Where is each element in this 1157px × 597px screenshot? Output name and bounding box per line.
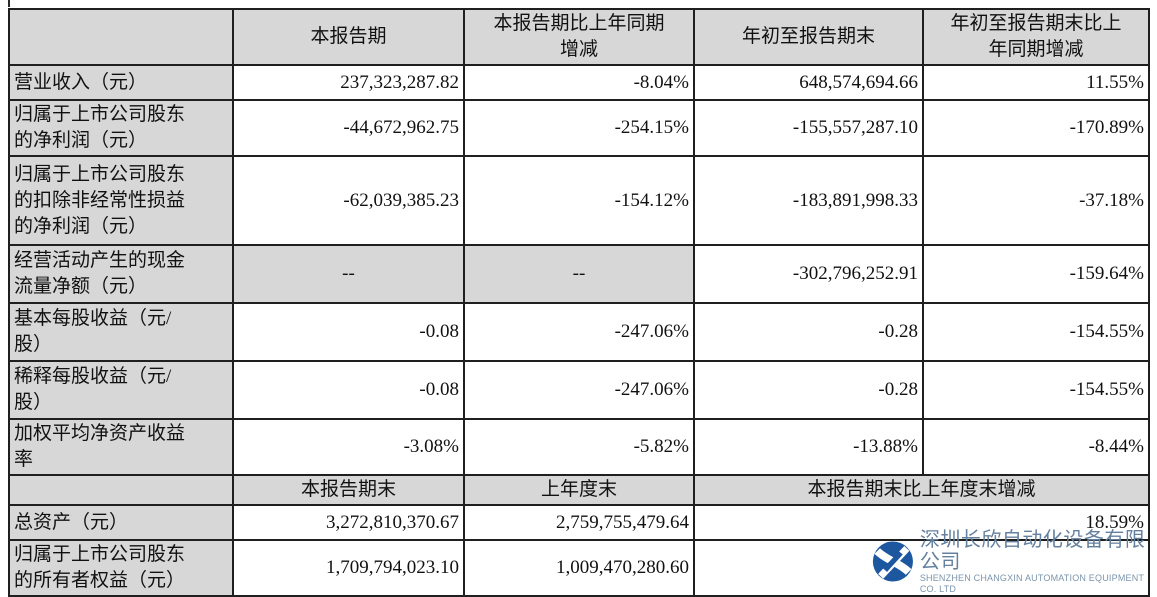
- net-profit-excl-current-yoy: -154.12%: [463, 155, 695, 246]
- table-row-diluted-eps: 稀释每股收益（元/ 股） -0.08 -247.06% -0.28 -154.5…: [8, 360, 1150, 420]
- basic-eps-ytd: -0.28: [693, 302, 924, 362]
- header-current-period-yoy: 本报告期比上年同期 增减: [463, 8, 695, 66]
- header-current-period: 本报告期: [232, 8, 465, 66]
- company-logo-icon: [872, 541, 913, 582]
- diluted-eps-current-yoy: -247.06%: [463, 360, 695, 420]
- row-label-revenue: 营业收入（元）: [8, 64, 234, 101]
- table-subheader-row: 本报告期末 上年度末 本报告期末比上年度末增减: [8, 474, 1150, 506]
- table-row-weighted-avg-roe: 加权平均净资产收益 率 -3.08% -5.82% -13.88% -8.44%: [8, 418, 1150, 476]
- owners-equity-change: [693, 539, 1150, 597]
- row-label-owners-equity: 归属于上市公司股东 的所有者权益（元）: [8, 539, 234, 597]
- row-label-basic-eps: 基本每股收益（元/ 股）: [8, 302, 234, 362]
- net-profit-ytd-yoy: -170.89%: [922, 99, 1150, 157]
- net-profit-ytd: -155,557,287.10: [693, 99, 924, 157]
- row-label-cash-flow: 经营活动产生的现金 流量净额（元）: [8, 244, 234, 304]
- header-ytd-yoy: 年初至报告期末比上 年同期增减: [922, 8, 1150, 66]
- company-watermark-text: 深圳长欣自动化设备有限公司 SHENZHEN CHANGXIN AUTOMATI…: [920, 529, 1157, 595]
- revenue-current: 237,323,287.82: [232, 64, 465, 101]
- table-row-operating-cash-flow: 经营活动产生的现金 流量净额（元） -- -- -302,796,252.91 …: [8, 244, 1150, 304]
- net-profit-current: -44,672,962.75: [232, 99, 465, 157]
- table-row-owners-equity: 归属于上市公司股东 的所有者权益（元） 1,709,794,023.10 1,0…: [8, 539, 1150, 597]
- company-watermark: 深圳长欣自动化设备有限公司 SHENZHEN CHANGXIN AUTOMATI…: [872, 529, 1157, 594]
- company-name-en: SHENZHEN CHANGXIN AUTOMATION EQUIPMENT C…: [919, 572, 1144, 594]
- net-profit-current-yoy: -254.15%: [463, 99, 695, 157]
- net-profit-excl-current: -62,039,385.23: [232, 155, 465, 246]
- roe-ytd-yoy: -8.44%: [922, 418, 1150, 476]
- cash-flow-ytd: -302,796,252.91: [693, 244, 924, 304]
- table-row-net-profit-excl-nonrecurring: 归属于上市公司股东 的扣除非经常性损益 的净利润（元） -62,039,385.…: [8, 155, 1150, 246]
- row-label-total-assets: 总资产（元）: [8, 504, 234, 541]
- total-assets-prev-year-end: 2,759,755,479.64: [463, 504, 695, 541]
- subheader-empty-cell: [8, 474, 234, 506]
- roe-current: -3.08%: [232, 418, 465, 476]
- diluted-eps-ytd: -0.28: [693, 360, 924, 420]
- company-name-cn: 深圳长欣自动化设备有限公司: [919, 528, 1146, 573]
- table-row-basic-eps: 基本每股收益（元/ 股） -0.08 -247.06% -0.28 -154.5…: [8, 302, 1150, 362]
- row-label-roe: 加权平均净资产收益 率: [8, 418, 234, 476]
- total-assets-period-end: 3,272,810,370.67: [232, 504, 465, 541]
- subheader-prev-year-end: 上年度末: [463, 474, 695, 506]
- roe-current-yoy: -5.82%: [463, 418, 695, 476]
- subheader-period-end-change: 本报告期末比上年度末增减: [693, 474, 1150, 506]
- revenue-current-yoy: -8.04%: [463, 64, 695, 101]
- table-row-revenue: 营业收入（元） 237,323,287.82 -8.04% 648,574,69…: [8, 64, 1150, 101]
- row-label-diluted-eps: 稀释每股收益（元/ 股）: [8, 360, 234, 420]
- cash-flow-ytd-yoy: -159.64%: [922, 244, 1150, 304]
- diluted-eps-current: -0.08: [232, 360, 465, 420]
- roe-ytd: -13.88%: [693, 418, 924, 476]
- basic-eps-current-yoy: -247.06%: [463, 302, 695, 362]
- cash-flow-current-yoy: --: [463, 244, 695, 304]
- subheader-period-end: 本报告期末: [232, 474, 465, 506]
- basic-eps-ytd-yoy: -154.55%: [922, 302, 1150, 362]
- scan-artifact-tick: [8, 0, 10, 7]
- net-profit-excl-ytd: -183,891,998.33: [693, 155, 924, 246]
- net-profit-excl-ytd-yoy: -37.18%: [922, 155, 1150, 246]
- table-row-total-assets: 总资产（元） 3,272,810,370.67 2,759,755,479.64…: [8, 504, 1150, 541]
- cash-flow-current: --: [232, 244, 465, 304]
- revenue-ytd-yoy: 11.55%: [922, 64, 1150, 101]
- total-assets-change: 18.59%: [693, 504, 1150, 541]
- row-label-net-profit: 归属于上市公司股东 的净利润（元）: [8, 99, 234, 157]
- financial-summary-table: 本报告期 本报告期比上年同期 增减 年初至报告期末 年初至报告期末比上 年同期增…: [8, 8, 1150, 597]
- basic-eps-current: -0.08: [232, 302, 465, 362]
- owners-equity-prev-year-end: 1,009,470,280.60: [463, 539, 695, 597]
- table-header-row: 本报告期 本报告期比上年同期 增减 年初至报告期末 年初至报告期末比上 年同期增…: [8, 8, 1150, 66]
- diluted-eps-ytd-yoy: -154.55%: [922, 360, 1150, 420]
- header-ytd: 年初至报告期末: [693, 8, 924, 66]
- row-label-net-profit-excl: 归属于上市公司股东 的扣除非经常性损益 的净利润（元）: [8, 155, 234, 246]
- revenue-ytd: 648,574,694.66: [693, 64, 924, 101]
- header-empty-cell: [8, 8, 234, 66]
- table-row-net-profit: 归属于上市公司股东 的净利润（元） -44,672,962.75 -254.15…: [8, 99, 1150, 157]
- owners-equity-period-end: 1,709,794,023.10: [232, 539, 465, 597]
